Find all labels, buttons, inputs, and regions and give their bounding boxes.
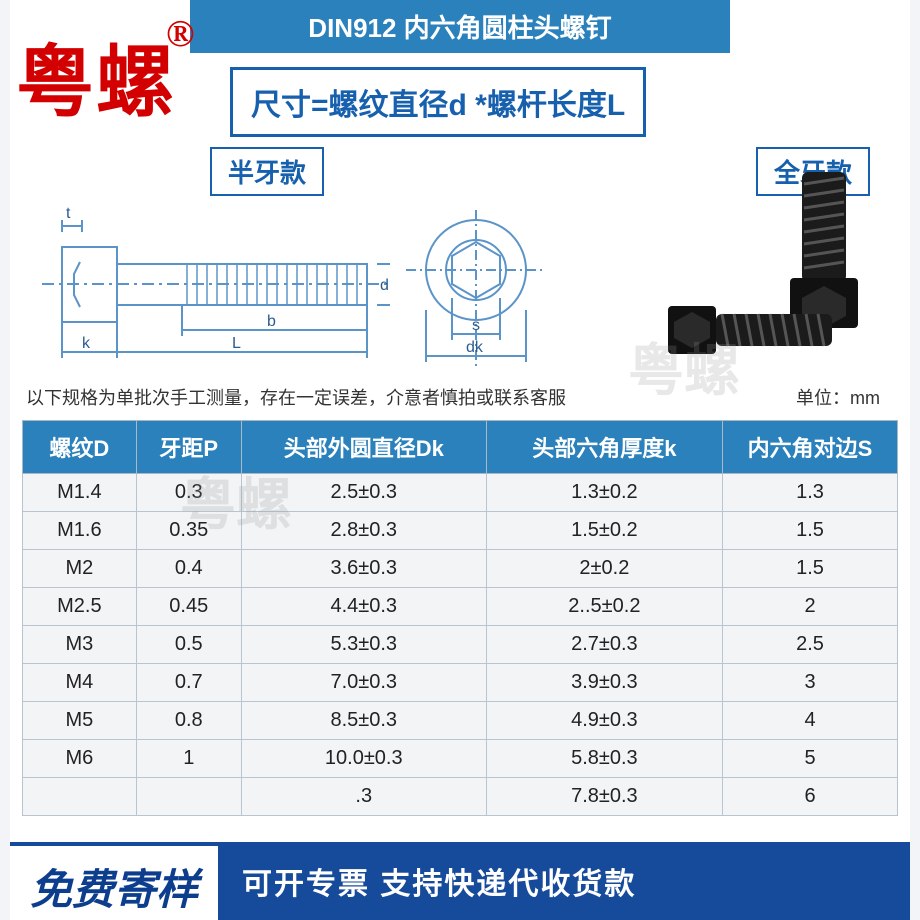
cell-p: 0.3 [136,474,241,512]
cell-d: M1.6 [23,512,137,550]
label-t: t [66,205,71,222]
cell-s: 1.5 [723,512,898,550]
label-d: d [380,277,389,294]
brand-text: 粤螺 [16,39,176,126]
label-dk: dk [466,339,484,356]
spec-table: 螺纹D 牙距P 头部外圆直径Dk 头部六角厚度k 内六角对边S M1.40.32… [22,420,898,816]
col-header-s: 内六角对边S [723,421,898,474]
cell-k: 2±0.2 [486,550,722,588]
measurement-note: 以下规格为单批次手工测量，存在一定误差，介意者慎拍或联系客服 [26,384,566,410]
cell-k: 4.9±0.3 [486,702,722,740]
diagram-area: t d b k L [10,196,910,378]
cell-d: M3 [23,626,137,664]
cell-p [136,778,241,816]
brand-watermark: 粤螺® [16,20,206,132]
cell-s: 3 [723,664,898,702]
cell-k: 2.7±0.3 [486,626,722,664]
cell-d [23,778,137,816]
col-header-dk: 头部外圆直径Dk [241,421,486,474]
cell-dk: 7.0±0.3 [241,664,486,702]
footer-right: 可开专票 支持快递代收货款 [218,842,910,920]
table-row: M1.60.352.8±0.31.5±0.21.5 [23,512,898,550]
cell-p: 0.8 [136,702,241,740]
cell-dk: 2.5±0.3 [241,474,486,512]
screw-side-diagram: t d b k L [32,202,392,367]
cell-d: M5 [23,702,137,740]
cell-k: 1.3±0.2 [486,474,722,512]
cell-s: 6 [723,778,898,816]
table-row: M6110.0±0.35.8±0.35 [23,740,898,778]
variant-half-tag: 半牙款 [210,147,324,196]
cell-p: 0.7 [136,664,241,702]
cell-k: 1.5±0.2 [486,512,722,550]
cell-d: M2 [23,550,137,588]
col-header-k: 头部六角厚度k [486,421,722,474]
table-row: M2.50.454.4±0.32..5±0.22 [23,588,898,626]
cell-k: 2..5±0.2 [486,588,722,626]
screw-front-diagram: s dk [406,202,556,372]
col-header-d: 螺纹D [23,421,137,474]
cell-p: 0.4 [136,550,241,588]
cell-k: 7.8±0.3 [486,778,722,816]
table-row: M30.55.3±0.32.7±0.32.5 [23,626,898,664]
screw-photo [660,166,880,361]
cell-dk: 4.4±0.3 [241,588,486,626]
page-title: DIN912 内六角圆柱头螺钉 [190,0,730,53]
cell-dk: 10.0±0.3 [241,740,486,778]
col-header-p: 牙距P [136,421,241,474]
cell-k: 3.9±0.3 [486,664,722,702]
table-row: M50.88.5±0.34.9±0.34 [23,702,898,740]
unit-label: 单位：mm [796,384,880,410]
brand-mark: ® [166,13,196,55]
cell-p: 0.35 [136,512,241,550]
footer-left: 免费寄样 [10,842,218,920]
label-s: s [472,317,480,334]
formula-box: 尺寸=螺纹直径d *螺杆长度L [230,67,646,137]
footer-banner: 免费寄样 可开专票 支持快递代收货款 [10,842,910,920]
cell-s: 1.3 [723,474,898,512]
table-row: M40.77.0±0.33.9±0.33 [23,664,898,702]
cell-dk: 5.3±0.3 [241,626,486,664]
cell-s: 2.5 [723,626,898,664]
cell-d: M2.5 [23,588,137,626]
cell-s: 1.5 [723,550,898,588]
cell-k: 5.8±0.3 [486,740,722,778]
label-L: L [232,335,241,352]
cell-dk: 2.8±0.3 [241,512,486,550]
cell-p: 0.5 [136,626,241,664]
table-row: M20.43.6±0.32±0.21.5 [23,550,898,588]
cell-d: M1.4 [23,474,137,512]
table-row: M1.40.32.5±0.31.3±0.21.3 [23,474,898,512]
label-b: b [267,313,276,330]
cell-d: M4 [23,664,137,702]
cell-s: 5 [723,740,898,778]
table-row: .37.8±0.36 [23,778,898,816]
cell-s: 2 [723,588,898,626]
cell-dk: 8.5±0.3 [241,702,486,740]
cell-p: 0.45 [136,588,241,626]
label-k: k [82,335,91,352]
cell-dk: 3.6±0.3 [241,550,486,588]
cell-p: 1 [136,740,241,778]
cell-s: 4 [723,702,898,740]
cell-d: M6 [23,740,137,778]
cell-dk: .3 [241,778,486,816]
